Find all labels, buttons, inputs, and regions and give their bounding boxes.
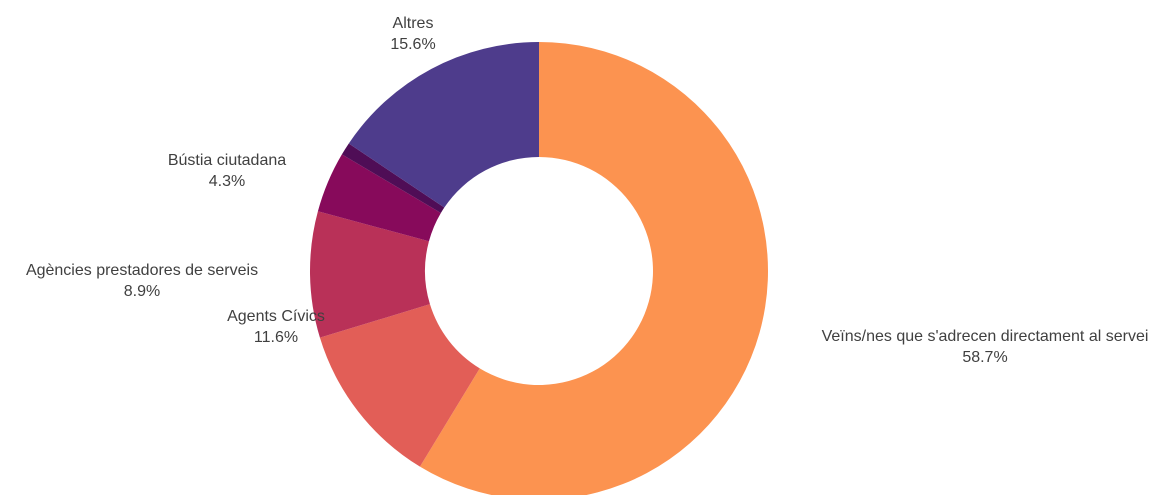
donut-slices: [309, 42, 768, 495]
slice-label-0: Veïns/nes que s'adrecen directament al s…: [822, 328, 1149, 345]
slice-value-label-1: 11.6%: [254, 329, 298, 346]
donut-slice-2: [309, 211, 430, 338]
donut-slice-1: [319, 304, 480, 467]
donut-slice-3: [317, 154, 441, 242]
slice-value-label-5: 15.6%: [390, 36, 435, 53]
donut-slice-4: [341, 143, 445, 213]
slice-label-5: Altres: [393, 15, 434, 32]
slice-value-label-2: 8.9%: [124, 283, 160, 300]
slice-label-2: Agències prestadores de serveis: [26, 262, 258, 279]
slice-value-label-0: 58.7%: [962, 349, 1007, 366]
slice-value-label-3: 4.3%: [209, 173, 245, 190]
donut-slice-0: [419, 42, 768, 495]
slice-label-1: Agents Cívics: [227, 308, 325, 325]
slice-labels: Veïns/nes que s'adrecen directament al s…: [26, 15, 1148, 366]
slice-label-3: Bústia ciutadana: [168, 152, 286, 169]
donut-slice-5: [348, 42, 539, 208]
